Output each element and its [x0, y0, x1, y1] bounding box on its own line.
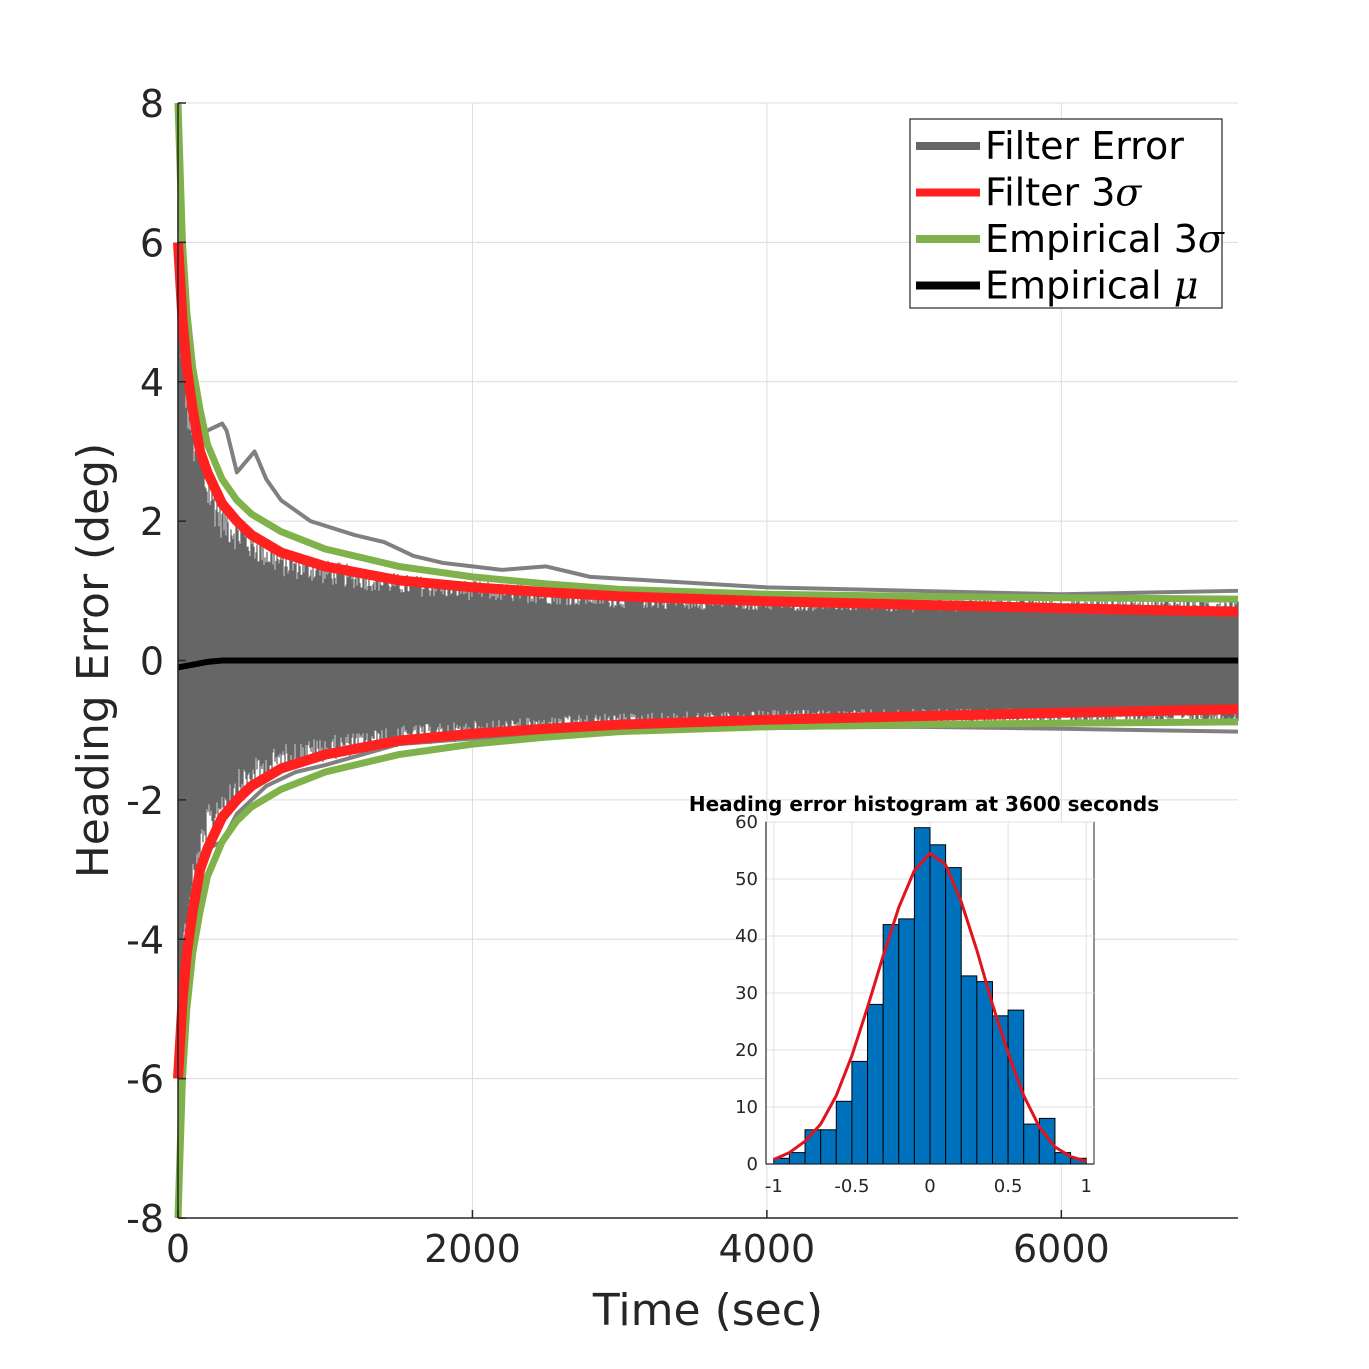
empirical-3sigma-lower: [174, 718, 1239, 1219]
histogram-fit-curve: [773, 851, 1087, 1163]
histogram-bar: [804, 1129, 822, 1165]
y-tick-label: 4: [140, 361, 164, 405]
histogram-bar: [820, 1129, 837, 1165]
x-tick-label: 6000: [1013, 1227, 1110, 1271]
histogram-bar: [945, 867, 962, 1165]
y-tick-label: -8: [126, 1197, 164, 1241]
legend-label-symbol: σ: [1198, 217, 1225, 261]
x-axis-label: Time (sec): [592, 1285, 823, 1336]
inset-title: Heading error histogram at 3600 seconds: [689, 792, 1159, 816]
y-tick-label: -2: [126, 779, 164, 823]
empirical-mu-line: [177, 657, 1238, 671]
histogram-bar: [898, 918, 915, 1165]
histogram-bar: [991, 1015, 1009, 1165]
legend-label-symbol: μ: [1174, 264, 1199, 308]
inset-x-tick-label: -1: [765, 1176, 783, 1197]
legend-label-text: Filter Error: [985, 124, 1184, 168]
legend-label: Filter Error: [985, 124, 1184, 168]
histogram-bar: [976, 981, 993, 1165]
x-tick-label: 2000: [424, 1227, 521, 1271]
x-tick-label: 0: [166, 1227, 190, 1271]
inset-y-tick-label: 0: [747, 1154, 758, 1175]
y-tick-label: 0: [140, 640, 164, 684]
inset-y-tick-label: 30: [735, 983, 758, 1004]
histogram-bar: [851, 1060, 869, 1165]
legend-label-text: Empirical 3: [985, 217, 1198, 261]
filter-3sigma-lower: [173, 704, 1239, 1079]
legend-label: Filter 3σ: [985, 171, 1142, 215]
inset-y-tick-label: 60: [735, 812, 758, 833]
inset-x-tick-label: 0: [924, 1176, 935, 1197]
histogram-bar: [835, 1100, 853, 1165]
legend-label-text: Empirical: [985, 264, 1174, 308]
y-tick-label: -6: [126, 1058, 164, 1102]
histogram-bar: [960, 975, 978, 1165]
histogram-bar: [867, 1003, 884, 1165]
inset-x-tick-label: 0.5: [994, 1176, 1023, 1197]
x-tick-label: 4000: [719, 1227, 816, 1271]
inset-x-tick-label: 1: [1080, 1176, 1091, 1197]
inset-y-tick-label: 20: [735, 1040, 758, 1061]
legend-label: Empirical μ: [985, 264, 1198, 308]
filter-error-series: [177, 202, 1239, 1122]
inset-y-tick-label: 40: [735, 926, 758, 947]
histogram-bar: [929, 844, 947, 1165]
y-axis-label: Heading Error (deg): [68, 443, 119, 879]
histogram-bar: [1023, 1123, 1040, 1165]
y-tick-label: 6: [140, 221, 164, 265]
legend-box: [909, 118, 1223, 309]
histogram-bar: [788, 1152, 806, 1165]
histogram-bar: [1038, 1117, 1056, 1165]
filter-error-outlier-upper: [206, 421, 1239, 597]
inset-x-tick-label: -0.5: [834, 1176, 869, 1197]
histogram-bar: [913, 827, 931, 1165]
histogram-bar: [882, 924, 900, 1165]
inset-y-tick-label: 10: [735, 1097, 758, 1118]
legend-label-text: Filter 3: [985, 171, 1115, 215]
inset-y-tick-label: 50: [735, 869, 758, 890]
empirical-3sigma-upper: [174, 102, 1239, 603]
legend-label-symbol: σ: [1115, 171, 1142, 215]
filter-3sigma-upper: [173, 242, 1239, 617]
y-tick-label: 2: [140, 500, 164, 544]
y-tick-label: -4: [126, 918, 164, 962]
legend-label: Empirical 3σ: [985, 217, 1225, 261]
y-tick-label: 8: [140, 82, 164, 126]
